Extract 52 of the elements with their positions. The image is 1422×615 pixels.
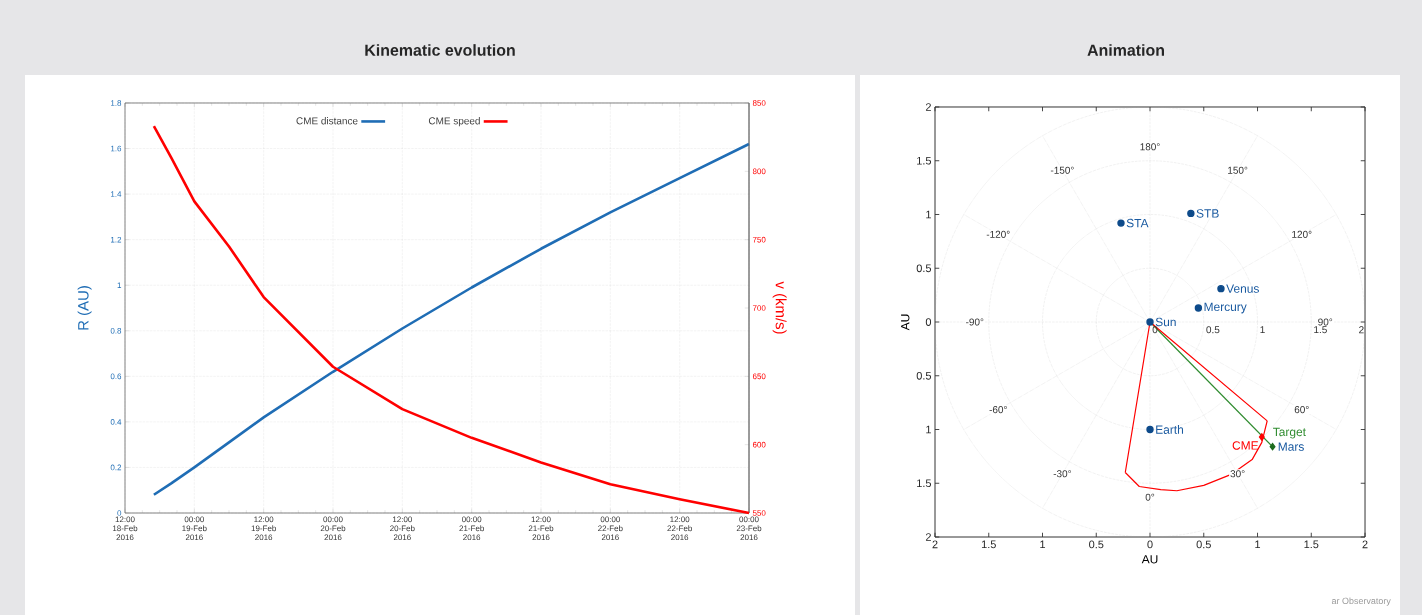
x-tick-label: 1 — [1040, 540, 1046, 549]
y-tick-label: 1 — [926, 210, 931, 219]
y-tick-label: 1.5 — [917, 156, 932, 165]
annotation: -120° — [986, 230, 1010, 238]
x-axis-title: AU — [1141, 555, 1158, 564]
data-label: Sun — [1155, 317, 1176, 327]
series-label: Target — [1273, 427, 1306, 439]
data-label: STB — [1196, 209, 1219, 218]
y-axis-title: R (AU) — [77, 286, 92, 330]
x-tick-label: 0 — [1147, 540, 1153, 549]
legend-label: CME speed — [428, 117, 480, 127]
annotation: -150° — [1050, 166, 1074, 174]
annotation: -90° — [966, 318, 984, 326]
y2-axis-title: v (km/s) — [772, 281, 787, 334]
annotation: 30° — [1230, 470, 1245, 478]
annotation: 0 — [1152, 326, 1158, 334]
annotation: 120° — [1292, 230, 1312, 238]
annotation: -60° — [989, 406, 1007, 414]
data-label: Earth — [1156, 425, 1184, 434]
annotation: 1 — [1260, 326, 1265, 334]
y-tick-label: 2 — [925, 103, 931, 111]
data-label: Venus — [1226, 284, 1259, 293]
data-label: Mars — [1278, 442, 1304, 451]
text: ar Observatory — [1331, 597, 1391, 606]
annotation: 180° — [1140, 143, 1160, 151]
y-tick-label: 0 — [925, 318, 932, 326]
legend-label: CME distance — [296, 117, 358, 125]
y-axis-title: AU — [901, 314, 910, 331]
annotation: -30° — [1053, 470, 1071, 478]
x-tick-label: 0.5 — [1089, 540, 1104, 549]
x-tick-label: 1.5 — [981, 540, 996, 549]
annotation: 150° — [1228, 166, 1248, 174]
annotation: 60° — [1294, 406, 1309, 414]
annotation: 0° — [1145, 493, 1155, 501]
annotation: 2 — [1359, 326, 1364, 334]
x-tick-label: 1.5 — [1304, 540, 1319, 549]
y-tick-label: 0.5 — [916, 371, 932, 380]
data-label: Mercury — [1204, 302, 1247, 314]
annotation: 1.5 — [1314, 326, 1327, 334]
x-tick-label: 2 — [932, 540, 938, 549]
x-tick-label: 0.5 — [1196, 540, 1211, 549]
x-tick-label: 1 — [1255, 540, 1261, 549]
x-tick-label: 2 — [1362, 540, 1368, 549]
annotation: 0.5 — [1206, 326, 1220, 334]
y-tick-label: 1 — [926, 425, 931, 434]
annotation: 90° — [1318, 318, 1333, 326]
y-tick-label: 0.5 — [916, 264, 932, 273]
data-label: STA — [1126, 218, 1149, 228]
y-tick-label: 1.5 — [917, 479, 932, 488]
chart-title: Kinematic evolution — [365, 44, 515, 56]
series-label: CME — [1232, 441, 1259, 450]
chart-title: Animation — [1087, 44, 1164, 56]
